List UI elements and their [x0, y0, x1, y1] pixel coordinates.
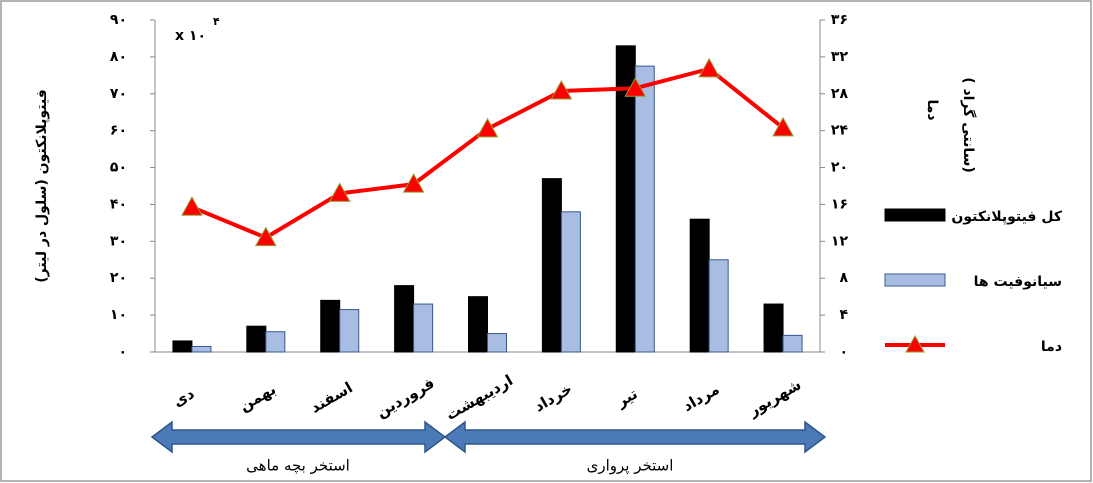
bar — [394, 285, 415, 353]
marker — [550, 79, 573, 100]
marker — [624, 77, 647, 97]
marker — [476, 117, 499, 138]
y2-tick-label: ۱۲ — [831, 233, 849, 249]
bar — [468, 296, 488, 353]
legend-label: سیانوفیت ها — [974, 274, 1062, 290]
y-axis-title: فیتوپلانکتون (سلول در لیتر) — [34, 89, 50, 283]
y-tick-label: ۴۰ — [110, 196, 127, 212]
y2-tick-label: ۲۰ — [831, 160, 848, 176]
y-tick-label: ۲۰ — [110, 270, 127, 286]
marker — [772, 116, 794, 137]
bar — [265, 331, 286, 353]
y-tick-label: ۶۰ — [110, 123, 127, 139]
bar — [172, 340, 193, 353]
bar — [191, 345, 212, 353]
bar — [541, 178, 562, 353]
y2-axis-title: دما — [924, 99, 940, 120]
legend-label: دما — [1041, 339, 1062, 355]
y2-axis-title: ( سانتی گراد) — [960, 77, 977, 173]
y-tick-label: ۷۰ — [110, 86, 127, 102]
y2-tick-label: ۲۴ — [831, 123, 849, 139]
bar — [413, 303, 434, 353]
legend-swatch — [884, 273, 946, 287]
bar — [708, 259, 729, 353]
marker — [181, 196, 203, 216]
marker — [402, 173, 425, 193]
y-tick-label: ۹۰ — [110, 12, 127, 28]
y2-tick-label: ۱۶ — [831, 196, 848, 212]
bar — [763, 303, 784, 353]
bar — [487, 333, 507, 353]
y2-tick-label: ۴ — [839, 307, 848, 323]
bar — [246, 325, 267, 353]
bar — [634, 65, 655, 353]
group-label: استخر پرواری — [587, 457, 674, 476]
y-tick-label: ۵۰ — [110, 160, 127, 176]
y-tick-label: ۳۰ — [110, 233, 127, 249]
y-tick-label: ۰ — [118, 344, 127, 360]
y2-tick-label: ۰ — [839, 344, 848, 360]
marker — [254, 226, 277, 247]
y2-tick-label: ۸ — [839, 270, 848, 286]
group-arrow — [443, 420, 827, 454]
marker — [328, 182, 351, 202]
legend-label: کل فیتوپلانکتون — [951, 209, 1062, 225]
annotation-exponent: ۴ — [213, 15, 220, 28]
bar — [782, 334, 803, 353]
marker — [698, 57, 721, 78]
y2-tick-label: ۳۶ — [831, 12, 848, 28]
y2-tick-label: ۳۲ — [831, 49, 849, 65]
bar — [320, 299, 341, 353]
y-tick-label: ۸۰ — [110, 49, 127, 65]
legend-swatch — [884, 208, 946, 222]
annotation: x ۱۰ — [175, 28, 206, 44]
group-label: استخر بچه ماهی — [246, 457, 350, 475]
bar — [689, 218, 710, 353]
y-tick-label: ۱۰ — [110, 307, 127, 323]
bar — [339, 309, 360, 353]
legend-marker — [905, 334, 925, 353]
y2-tick-label: ۲۸ — [831, 86, 849, 102]
bar — [560, 211, 581, 353]
